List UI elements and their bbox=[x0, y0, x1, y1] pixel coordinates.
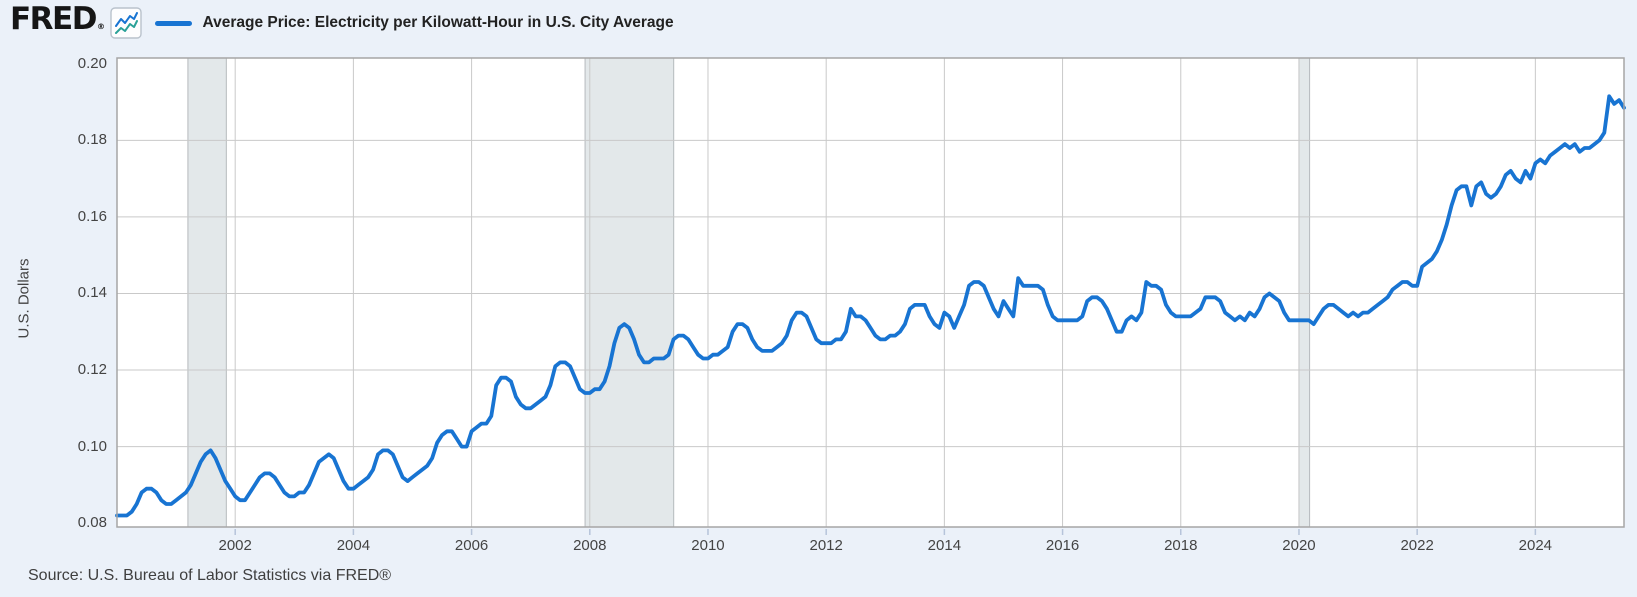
recession-band bbox=[1298, 57, 1311, 528]
y-tick-label: 0.16 bbox=[77, 207, 107, 225]
x-tick-label: 2006 bbox=[454, 537, 489, 554]
registered-mark: ® bbox=[96, 22, 105, 31]
y-tick-label: 0.10 bbox=[77, 437, 107, 455]
y-tick-label: 0.12 bbox=[77, 361, 107, 379]
x-tick-label: 2012 bbox=[809, 537, 843, 554]
y-tick-label: 0.14 bbox=[77, 284, 107, 302]
x-tick-label: 2014 bbox=[927, 537, 962, 554]
x-tick-label: 2002 bbox=[218, 537, 252, 554]
x-tick-label: 2022 bbox=[1400, 537, 1434, 554]
series-legend-swatch bbox=[155, 20, 193, 26]
series-legend: Average Price: Electricity per Kilowatt-… bbox=[155, 14, 674, 32]
y-tick-label: 0.20 bbox=[77, 54, 107, 72]
x-tick-label: 2004 bbox=[336, 537, 371, 554]
x-tick-label: 2008 bbox=[573, 537, 607, 554]
recession-band bbox=[584, 57, 675, 528]
x-tick-label: 2016 bbox=[1045, 537, 1080, 554]
x-tick-label: 2020 bbox=[1282, 537, 1316, 554]
recession-band bbox=[187, 57, 227, 528]
y-axis-title: U.S. Dollars bbox=[15, 258, 33, 339]
y-tick-label: 0.08 bbox=[77, 514, 107, 532]
series-legend-label: Average Price: Electricity per Kilowatt-… bbox=[202, 14, 674, 31]
chart-header: FRED® Average Price: Electricity per Kil… bbox=[10, 1, 674, 41]
source-note: Source: U.S. Bureau of Labor Statistics … bbox=[28, 567, 392, 584]
x-tick-label: 2018 bbox=[1164, 537, 1198, 554]
fred-logo[interactable]: FRED® bbox=[10, 1, 105, 37]
x-tick-label: 2010 bbox=[691, 537, 725, 554]
series-line[interactable] bbox=[115, 94, 1626, 518]
y-tick-label: 0.18 bbox=[77, 131, 107, 149]
x-tick-label: 2024 bbox=[1518, 537, 1553, 554]
mini-chart-icon bbox=[110, 7, 143, 39]
